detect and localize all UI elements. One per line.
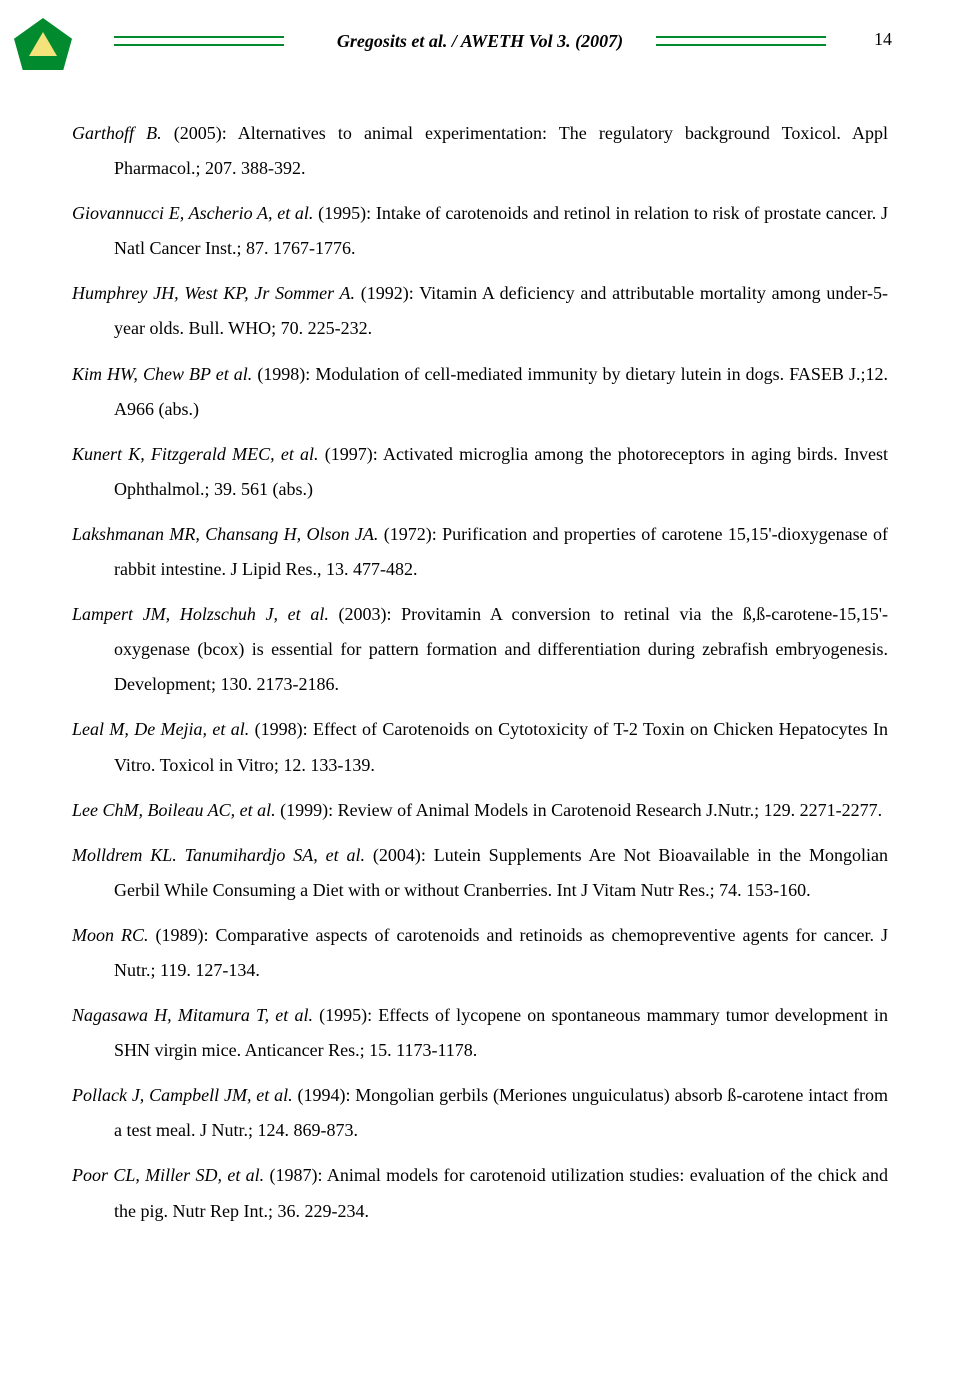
reference-authors: Leal M, De Mejia, et al.	[72, 719, 249, 739]
reference-body: (1989): Comparative aspects of carotenoi…	[114, 925, 888, 980]
reference-entry: Kunert K, Fitzgerald MEC, et al. (1997):…	[72, 437, 888, 507]
reference-entry: Molldrem KL. Tanumihardjo SA, et al. (20…	[72, 838, 888, 908]
logo-icon	[14, 18, 72, 70]
reference-authors: Molldrem KL. Tanumihardjo SA, et al.	[72, 845, 365, 865]
reference-authors: Nagasawa H, Mitamura T, et al.	[72, 1005, 313, 1025]
reference-entry: Garthoff B. (2005): Alternatives to anim…	[72, 116, 888, 186]
reference-entry: Poor CL, Miller SD, et al. (1987): Anima…	[72, 1158, 888, 1228]
reference-authors: Moon RC.	[72, 925, 149, 945]
reference-authors: Kunert K, Fitzgerald MEC, et al.	[72, 444, 319, 464]
reference-authors: Poor CL, Miller SD, et al.	[72, 1165, 264, 1185]
page-header: Gregosits et al. / AWETH Vol 3. (2007) 1…	[72, 28, 888, 88]
reference-body: (1999): Review of Animal Models in Carot…	[276, 800, 882, 820]
reference-entry: Lampert JM, Holzschuh J, et al. (2003): …	[72, 597, 888, 702]
reference-entry: Lee ChM, Boileau AC, et al. (1999): Revi…	[72, 793, 888, 828]
reference-entry: Leal M, De Mejia, et al. (1998): Effect …	[72, 712, 888, 782]
reference-entry: Lakshmanan MR, Chansang H, Olson JA. (19…	[72, 517, 888, 587]
reference-entry: Giovannucci E, Ascherio A, et al. (1995)…	[72, 196, 888, 266]
page-number: 14	[874, 22, 892, 57]
reference-authors: Giovannucci E, Ascherio A, et al.	[72, 203, 313, 223]
reference-authors: Humphrey JH, West KP, Jr Sommer A.	[72, 283, 355, 303]
logo-triangle-icon	[29, 32, 57, 56]
reference-authors: Kim HW, Chew BP et al.	[72, 364, 252, 384]
reference-authors: Pollack J, Campbell JM, et al.	[72, 1085, 293, 1105]
reference-authors: Lakshmanan MR, Chansang H, Olson JA.	[72, 524, 384, 544]
reference-authors: Lee ChM, Boileau AC, et al.	[72, 800, 276, 820]
page: Gregosits et al. / AWETH Vol 3. (2007) 1…	[0, 0, 960, 1382]
reference-body: (2005): Alternatives to animal experimen…	[114, 123, 888, 178]
reference-entry: Pollack J, Campbell JM, et al. (1994): M…	[72, 1078, 888, 1148]
reference-authors: Garthoff B.	[72, 123, 162, 143]
header-rule-right	[656, 36, 826, 46]
references-list: Garthoff B. (2005): Alternatives to anim…	[72, 116, 888, 1229]
reference-entry: Moon RC. (1989): Comparative aspects of …	[72, 918, 888, 988]
reference-entry: Nagasawa H, Mitamura T, et al. (1995): E…	[72, 998, 888, 1068]
reference-entry: Humphrey JH, West KP, Jr Sommer A. (1992…	[72, 276, 888, 346]
reference-authors: Lampert JM, Holzschuh J, et al.	[72, 604, 329, 624]
reference-entry: Kim HW, Chew BP et al. (1998): Modulatio…	[72, 357, 888, 427]
